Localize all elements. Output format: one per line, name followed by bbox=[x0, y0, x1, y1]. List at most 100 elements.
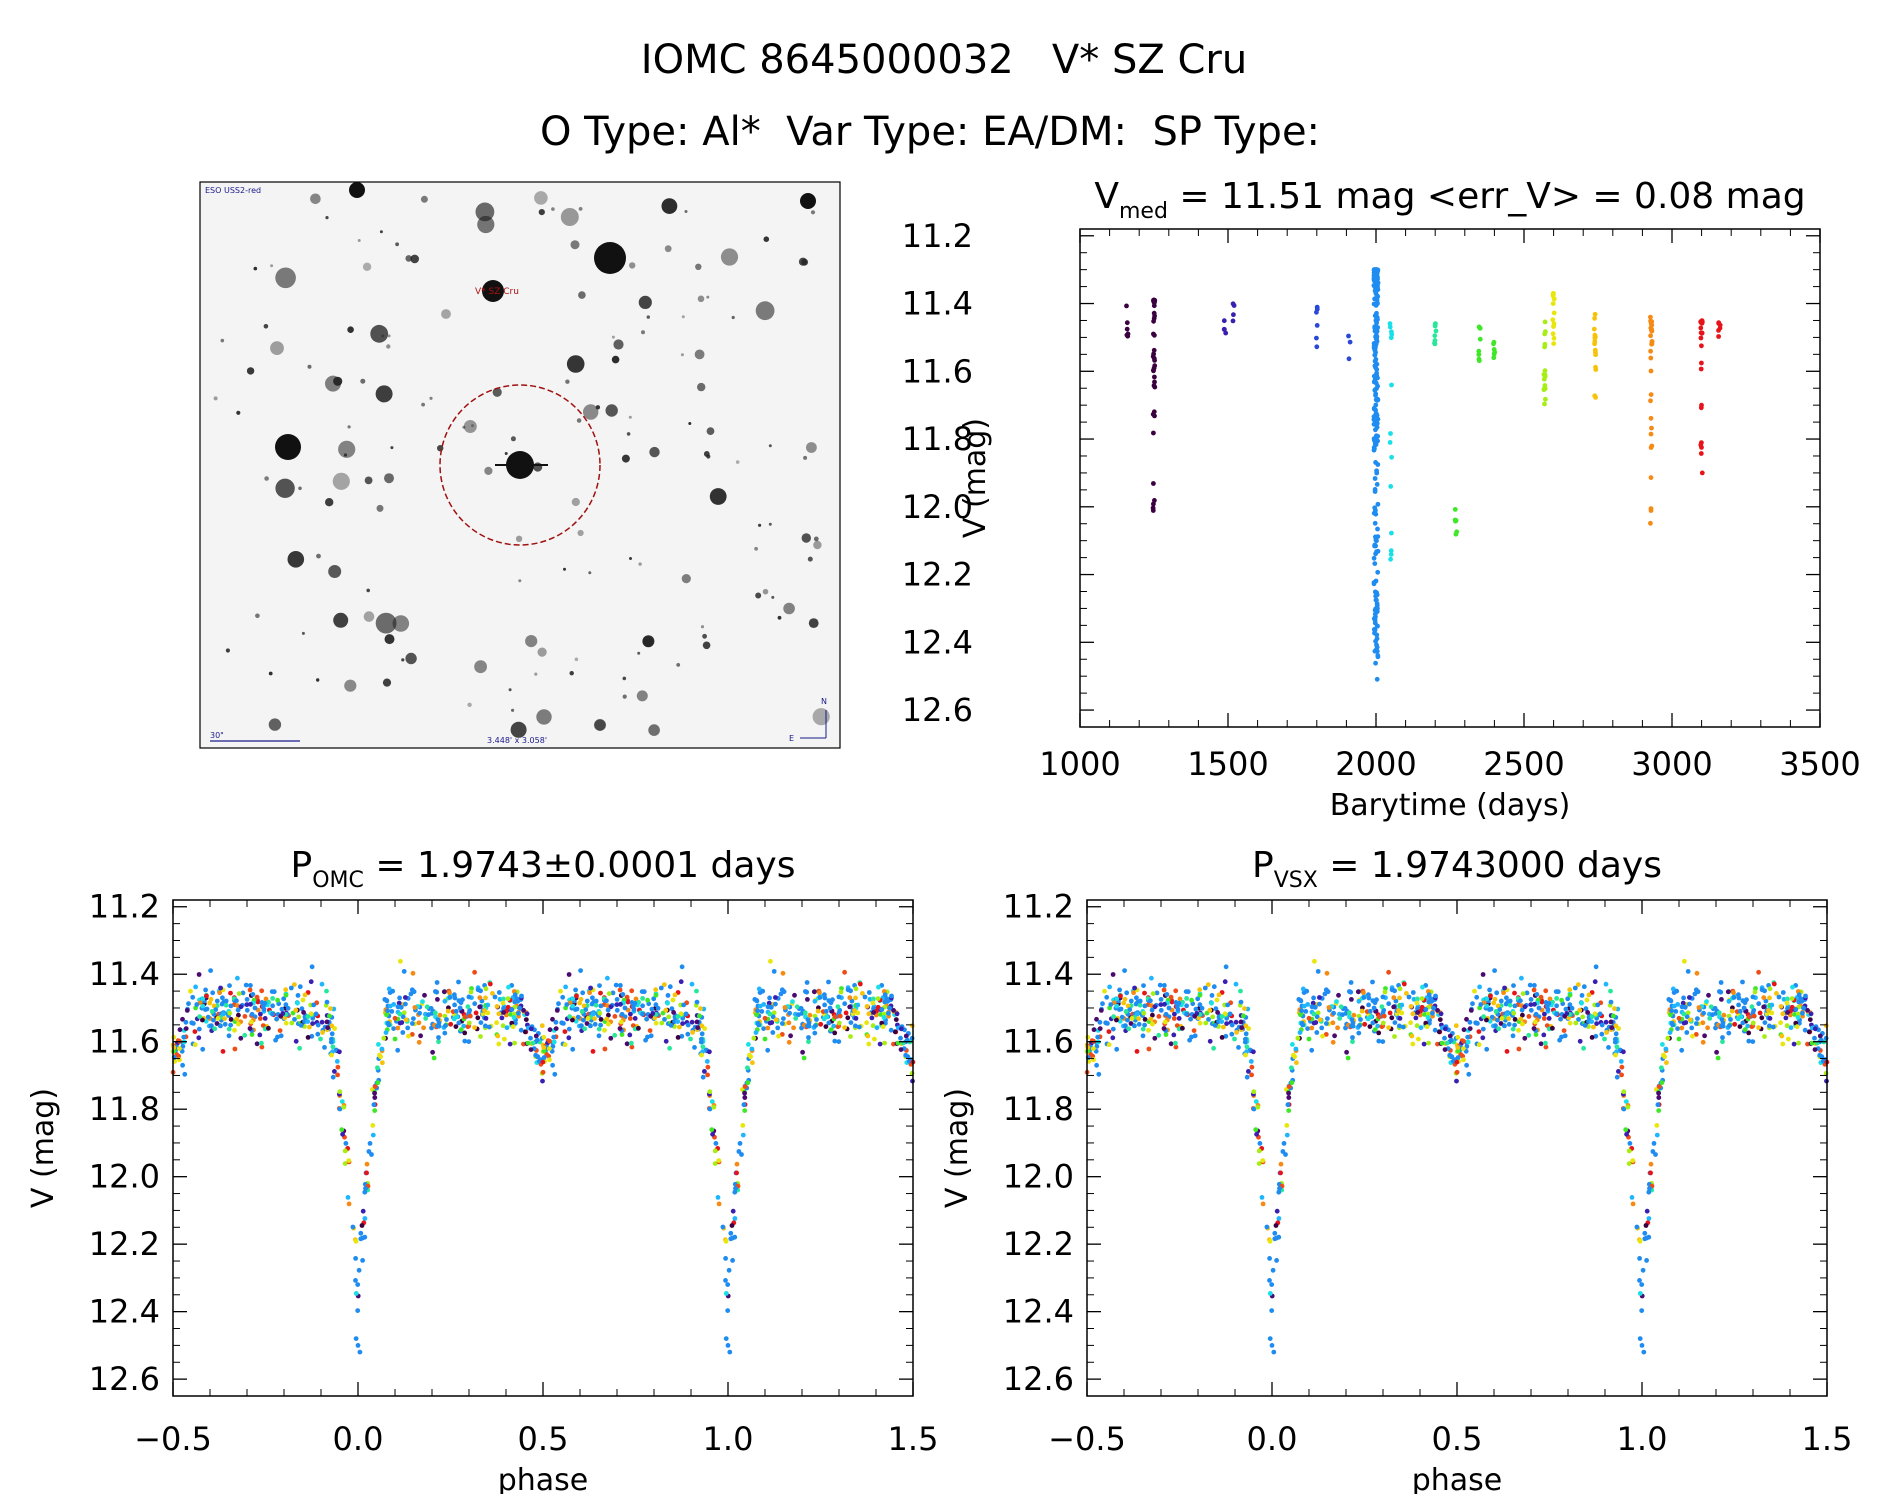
data-point bbox=[723, 1238, 729, 1244]
data-point bbox=[278, 1033, 284, 1039]
data-point bbox=[585, 1016, 591, 1021]
data-point bbox=[1553, 989, 1559, 994]
data-point bbox=[359, 1223, 365, 1228]
data-point bbox=[740, 1123, 746, 1128]
data-point bbox=[728, 1230, 734, 1236]
data-point bbox=[1675, 1026, 1680, 1031]
data-point bbox=[629, 988, 635, 994]
finder-star bbox=[813, 536, 819, 542]
data-point bbox=[1118, 1006, 1124, 1012]
data-point bbox=[886, 1010, 891, 1016]
data-point bbox=[1637, 1291, 1643, 1296]
data-point bbox=[1785, 1010, 1790, 1015]
data-point bbox=[742, 1095, 748, 1100]
data-point bbox=[219, 1001, 225, 1007]
data-point bbox=[1267, 1291, 1273, 1296]
data-point bbox=[732, 1216, 738, 1221]
data-point bbox=[1117, 987, 1122, 993]
data-point bbox=[1442, 1035, 1447, 1041]
data-point bbox=[381, 1035, 387, 1041]
data-point bbox=[550, 1044, 556, 1049]
data-point bbox=[636, 1025, 641, 1031]
data-point bbox=[1129, 1016, 1135, 1021]
finder-star bbox=[225, 648, 230, 653]
data-point bbox=[606, 991, 612, 996]
data-point bbox=[1554, 1011, 1559, 1017]
data-point bbox=[1528, 997, 1534, 1002]
data-point bbox=[257, 1016, 263, 1021]
data-point bbox=[1789, 996, 1795, 1001]
data-point bbox=[1532, 1019, 1538, 1025]
data-point bbox=[355, 1343, 361, 1348]
data-point bbox=[685, 1022, 691, 1028]
data-point bbox=[1720, 1035, 1725, 1040]
data-point bbox=[1372, 561, 1378, 566]
data-point bbox=[228, 1017, 234, 1022]
data-point bbox=[1188, 1016, 1193, 1022]
data-point bbox=[383, 1030, 389, 1035]
data-point bbox=[259, 1040, 264, 1046]
data-point bbox=[1244, 1074, 1250, 1080]
data-point bbox=[486, 1024, 492, 1030]
data-point bbox=[1243, 1052, 1248, 1058]
data-point bbox=[842, 1025, 847, 1030]
data-point bbox=[1551, 291, 1556, 296]
data-point bbox=[864, 1020, 869, 1026]
data-point bbox=[823, 1008, 829, 1014]
data-point bbox=[1375, 397, 1381, 403]
data-point bbox=[1563, 1006, 1569, 1012]
data-point bbox=[1137, 998, 1143, 1004]
data-point bbox=[1286, 1084, 1292, 1089]
data-point bbox=[1491, 351, 1497, 357]
data-point bbox=[632, 1016, 638, 1021]
data-point bbox=[1609, 1025, 1615, 1031]
data-point bbox=[1151, 316, 1157, 321]
data-point bbox=[1270, 1267, 1276, 1273]
finder-star bbox=[275, 267, 296, 289]
data-point bbox=[1373, 332, 1379, 338]
data-point bbox=[1656, 1090, 1661, 1096]
data-point bbox=[1717, 989, 1722, 994]
data-point bbox=[622, 1005, 628, 1011]
data-point bbox=[340, 1131, 345, 1137]
data-point bbox=[1426, 992, 1432, 998]
data-point bbox=[580, 990, 586, 996]
data-point bbox=[430, 1049, 435, 1055]
data-point bbox=[893, 1017, 899, 1022]
data-point bbox=[217, 990, 223, 996]
finder-star bbox=[387, 334, 391, 338]
data-point bbox=[1371, 421, 1377, 427]
finder-star bbox=[810, 210, 816, 215]
data-point bbox=[204, 1006, 210, 1012]
data-point bbox=[1373, 660, 1378, 666]
data-point bbox=[1374, 632, 1380, 638]
data-point bbox=[1731, 995, 1737, 1000]
data-point bbox=[1222, 979, 1228, 985]
data-point bbox=[1193, 1006, 1199, 1012]
data-point bbox=[681, 1002, 687, 1008]
data-point bbox=[1714, 1049, 1719, 1055]
x-tick-label: −0.5 bbox=[1048, 1420, 1126, 1458]
data-point bbox=[244, 1007, 250, 1013]
finder-star bbox=[681, 574, 691, 584]
data-point bbox=[1675, 1002, 1681, 1007]
data-point bbox=[226, 1026, 232, 1032]
data-point bbox=[888, 1027, 894, 1033]
data-point bbox=[1741, 1005, 1747, 1011]
data-point bbox=[1356, 998, 1362, 1004]
finder-star bbox=[510, 708, 515, 712]
data-point bbox=[751, 1035, 757, 1041]
data-point bbox=[1259, 1195, 1265, 1200]
data-point bbox=[1148, 1016, 1154, 1022]
data-point bbox=[1673, 1009, 1679, 1014]
data-point bbox=[511, 1015, 517, 1020]
data-point bbox=[1746, 1014, 1752, 1020]
data-point bbox=[1583, 1006, 1589, 1012]
data-point bbox=[360, 1258, 365, 1263]
data-point bbox=[1176, 1016, 1182, 1021]
finder-star bbox=[576, 418, 582, 423]
data-point bbox=[405, 1025, 411, 1031]
data-point bbox=[1128, 1021, 1134, 1026]
data-point bbox=[679, 1033, 685, 1039]
data-point bbox=[1619, 1072, 1624, 1078]
